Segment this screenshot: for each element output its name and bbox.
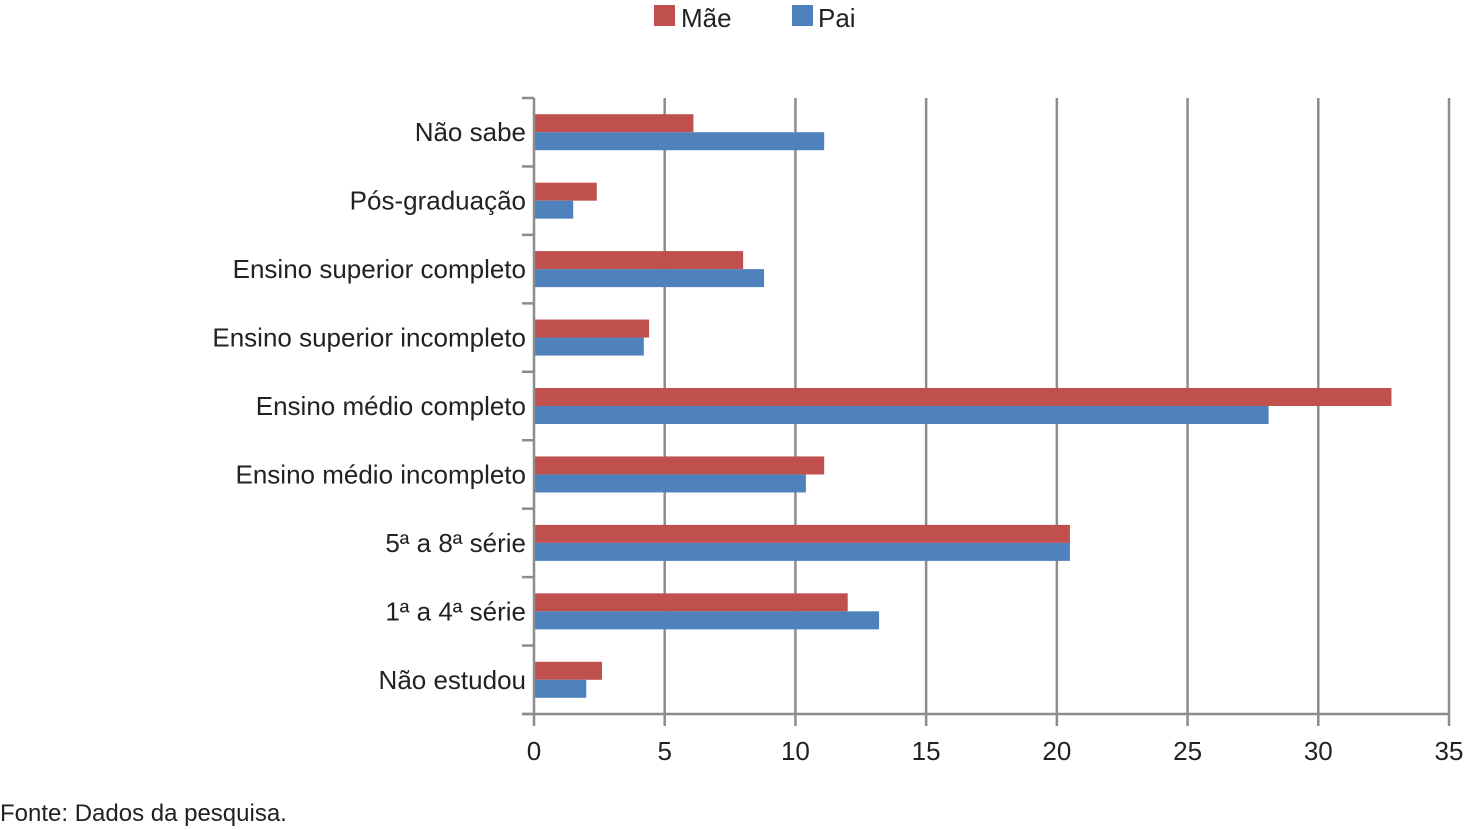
category-label: Pós-graduação [350,186,526,216]
bar-mae [534,456,825,475]
bar-mae [534,593,848,612]
legend-label: Mãe [681,3,732,33]
x-tick-label: 30 [1304,736,1333,766]
bar-pai [534,269,765,288]
bar-pai [534,406,1269,424]
source-note: Fonte: Dados da pesquisa. [0,800,287,827]
category-label: Ensino médio completo [256,391,526,421]
category-label: Ensino médio incompleto [236,459,527,489]
x-tick-label: 5 [657,736,671,766]
bar-mae [534,114,694,133]
legend-swatch [792,5,813,26]
x-tick-label: 0 [527,736,541,766]
bar-pai [534,132,825,151]
bar-pai [534,611,880,630]
bar-chart-svg: 0 5 10 15 20 25 30 35 Não sabe Pós-graduação Ensin… [212,3,1463,766]
category-label: Ensino superior completo [233,254,526,284]
legend-label: Pai [818,3,856,33]
x-tick-label: 20 [1042,736,1071,766]
legend-swatch [654,5,675,26]
bar-pai [534,542,1070,561]
axes [522,96,1451,726]
category-label: Não estudou [379,665,526,695]
labels: 0 5 10 15 20 25 30 35 Não sabe Pós-graduação Ensin… [212,117,1463,766]
legend: Mãe Pai [654,3,856,33]
category-label: Não sabe [415,117,526,147]
category-label: Ensino superior incompleto [212,323,526,353]
bar-pai [534,474,806,493]
category-label: 1ª a 4ª série [385,596,526,626]
bar-mae [534,524,1070,543]
category-label: 5ª a 8ª série [385,528,526,558]
bar-mae [534,661,602,680]
x-tick-label: 35 [1435,736,1464,766]
bar-mae [534,251,744,270]
x-tick-label: 25 [1173,736,1202,766]
x-tick-label: 15 [912,736,941,766]
bar-pai [534,200,574,219]
bars [534,114,1392,698]
bar-pai [534,337,644,356]
bar-pai [534,679,587,698]
x-tick-label: 10 [781,736,810,766]
bar-mae [534,182,597,201]
bar-mae [534,319,650,338]
bar-mae [534,388,1392,406]
